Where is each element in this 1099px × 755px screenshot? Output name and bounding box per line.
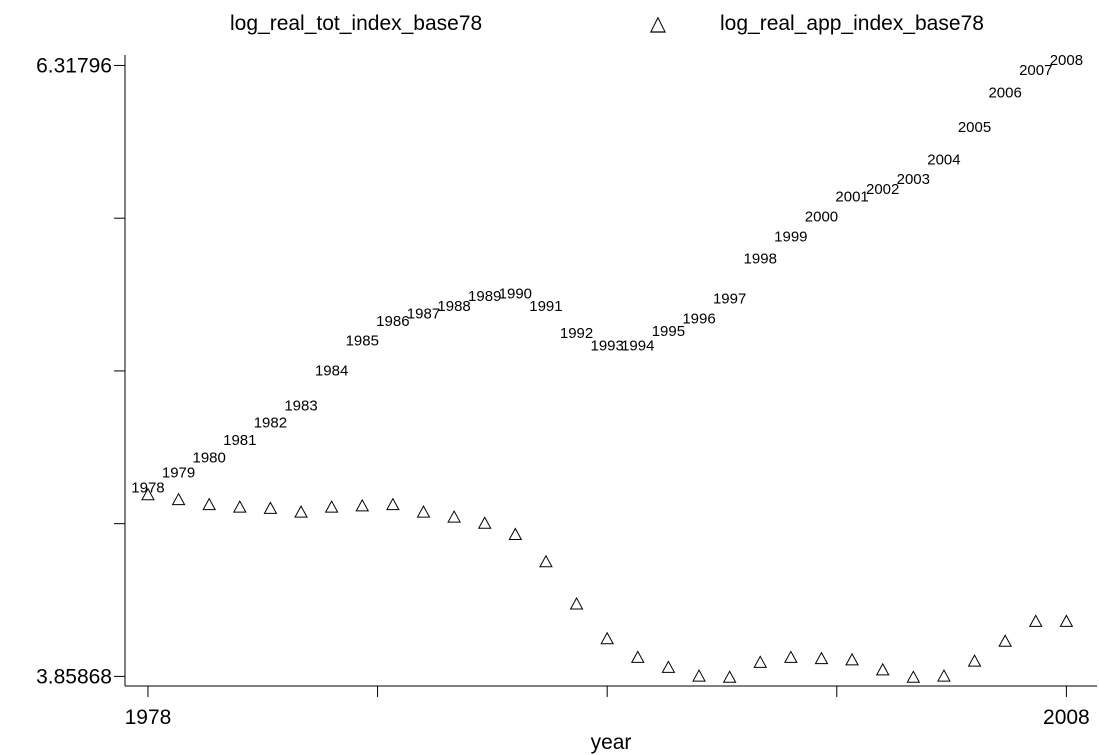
- triangle-marker: [1059, 614, 1074, 627]
- year-marker: 1991: [529, 298, 562, 315]
- year-marker: 1989: [468, 288, 501, 305]
- year-marker: 1990: [499, 285, 532, 302]
- year-marker: 2000: [805, 208, 838, 225]
- year-marker: 2006: [988, 84, 1021, 101]
- year-marker: 1981: [223, 432, 256, 449]
- x-axis-title: year: [591, 731, 632, 754]
- year-marker: 2001: [835, 189, 868, 206]
- triangle-marker: [386, 497, 400, 511]
- year-marker: 1986: [376, 313, 409, 330]
- triangle-marker: [784, 650, 798, 663]
- triangle-marker: [630, 650, 645, 663]
- year-marker: 1995: [652, 323, 685, 340]
- legend-marker-triangle: △: [650, 12, 667, 35]
- year-marker: 2003: [897, 171, 930, 188]
- triangle-marker: [1028, 614, 1043, 627]
- triangle-marker: [171, 492, 186, 506]
- triangle-marker: [722, 670, 737, 683]
- triangle-marker: [967, 654, 982, 667]
- triangle-marker: [202, 497, 217, 511]
- triangle-marker: [232, 500, 247, 513]
- year-marker: 1998: [744, 251, 777, 268]
- triangle-marker: [875, 662, 890, 676]
- year-marker: 1985: [346, 333, 379, 350]
- year-marker: 1980: [193, 449, 226, 466]
- year-marker: 2005: [958, 119, 991, 136]
- year-marker: 1987: [407, 305, 440, 322]
- y-tick-label: 6.31796: [36, 54, 112, 77]
- triangle-marker: [141, 487, 155, 501]
- year-marker: 2002: [866, 181, 899, 198]
- triangle-marker: [906, 670, 921, 683]
- triangle-marker: [324, 500, 339, 513]
- year-marker: 1979: [162, 464, 195, 481]
- x-tick-label: 1978: [125, 706, 172, 729]
- year-marker: 1999: [774, 228, 807, 245]
- triangle-marker: [998, 634, 1012, 647]
- triangle-marker: [661, 660, 676, 673]
- y-tick-label: 3.85868: [36, 665, 112, 688]
- year-marker: 1982: [254, 415, 287, 432]
- legend: log_real_tot_index_base78 △ log_real_app…: [230, 12, 984, 35]
- year-marker: 1997: [713, 290, 746, 307]
- year-marker: 1996: [682, 310, 715, 327]
- triangle-marker: [937, 669, 951, 682]
- year-marker: 1992: [560, 325, 593, 342]
- triangle-marker: [477, 516, 492, 529]
- triangle-marker: [508, 527, 523, 540]
- legend-label-app: log_real_app_index_base78: [720, 12, 984, 35]
- year-marker: 1988: [437, 298, 470, 315]
- triangle-marker: [600, 631, 615, 645]
- legend-label-tot: log_real_tot_index_base78: [230, 12, 482, 35]
- triangle-marker: [416, 505, 431, 518]
- year-marker: 2007: [1019, 62, 1052, 79]
- year-marker: 1993: [590, 338, 623, 355]
- year-marker: 2004: [927, 151, 960, 168]
- year-marker: 1984: [315, 363, 348, 380]
- triangle-marker: [845, 652, 859, 666]
- year-marker: 2008: [1050, 52, 1083, 69]
- axes: 3.85868 6.31796 1978 2008: [36, 54, 1097, 729]
- triangle-marker: [263, 501, 278, 514]
- triangle-marker: [753, 655, 768, 668]
- triangle-marker: [569, 596, 584, 610]
- year-marker: 1983: [284, 397, 317, 414]
- triangle-marker: [539, 554, 553, 568]
- triangle-marker: [355, 498, 370, 512]
- triangle-marker: [447, 510, 461, 523]
- triangle-marker: [814, 651, 829, 665]
- chart-marks: 1978197919801981198219831984198519861987…: [131, 52, 1083, 683]
- x-tick-label: 2008: [1043, 706, 1090, 729]
- year-marker: 1994: [621, 338, 654, 355]
- triangle-marker: [692, 669, 706, 682]
- triangle-marker: [294, 505, 308, 518]
